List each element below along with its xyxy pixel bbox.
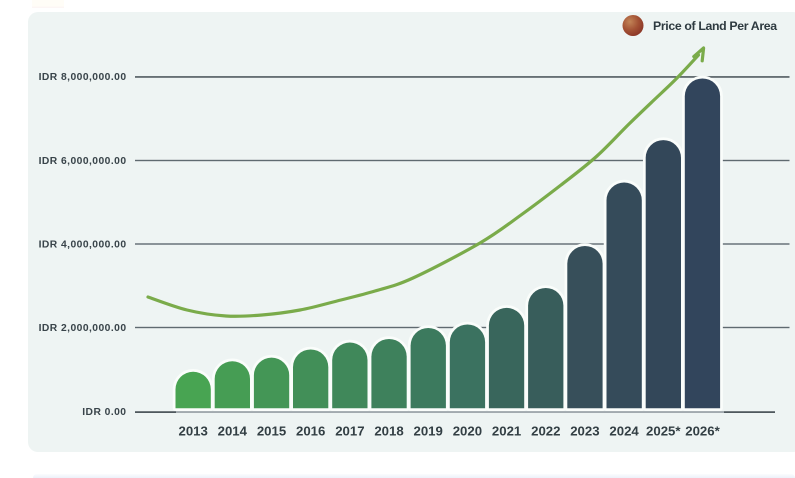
svg-text:2025*: 2025* — [646, 424, 681, 439]
svg-text:2022: 2022 — [531, 424, 560, 439]
svg-text:Price of Land Per Area: Price of Land Per Area — [653, 19, 777, 33]
svg-text:2023: 2023 — [570, 424, 599, 439]
svg-text:2013: 2013 — [179, 424, 208, 439]
svg-text:2024: 2024 — [609, 424, 639, 439]
svg-text:IDR 0.00: IDR 0.00 — [82, 407, 126, 418]
svg-text:2018: 2018 — [374, 424, 403, 439]
svg-text:2021: 2021 — [492, 424, 521, 439]
svg-text:2020: 2020 — [453, 424, 482, 439]
svg-text:IDR 4,000,000.00: IDR 4,000,000.00 — [39, 239, 127, 250]
svg-text:2015: 2015 — [257, 424, 286, 439]
svg-text:2017: 2017 — [335, 424, 364, 439]
svg-text:2016: 2016 — [296, 424, 325, 439]
svg-text:IDR 8,000,000.00: IDR 8,000,000.00 — [39, 72, 127, 83]
svg-text:IDR 2,000,000.00: IDR 2,000,000.00 — [39, 323, 127, 334]
svg-text:2014: 2014 — [218, 424, 248, 439]
svg-text:2019: 2019 — [414, 424, 443, 439]
svg-text:2026*: 2026* — [685, 424, 720, 439]
svg-text:IDR 6,000,000.00: IDR 6,000,000.00 — [39, 156, 127, 167]
